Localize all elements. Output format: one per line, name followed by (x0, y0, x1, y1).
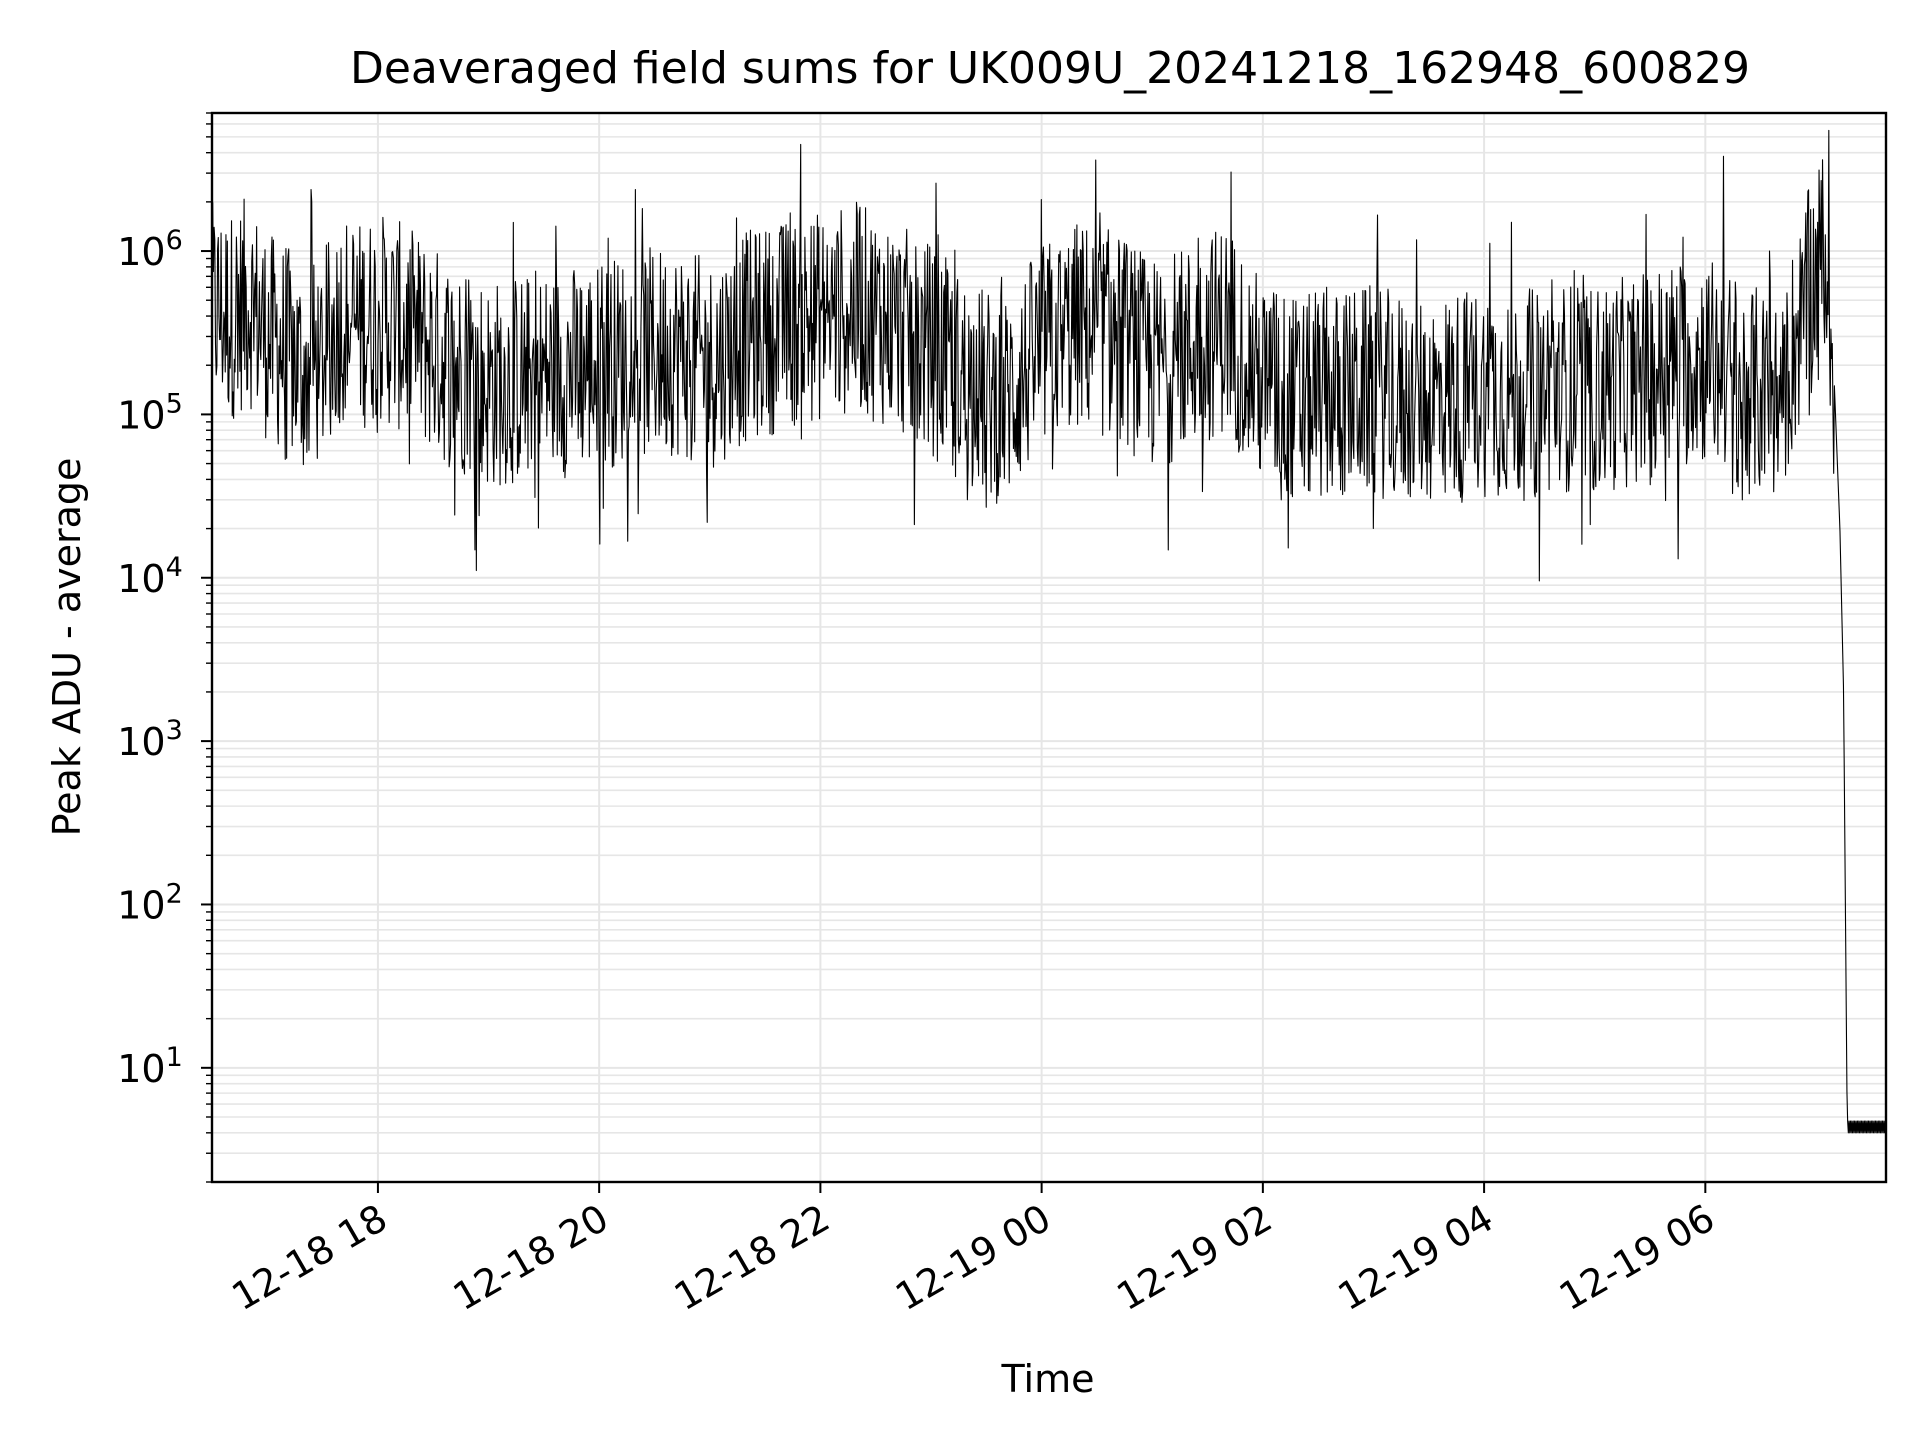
y-axis-label: Peak ADU - average (45, 458, 89, 837)
y-axis: 101 102 103 104 105 106 (117, 112, 212, 1183)
series-line-0 (211, 129, 1887, 1134)
y-tick-label: 103 (117, 715, 183, 764)
y-tick-label: 104 (117, 552, 183, 601)
series-layer (211, 129, 1887, 1134)
plot-frame (210, 111, 1888, 1184)
chart-title: Deaveraged field sums for UK009U_2024121… (350, 43, 1750, 94)
y-tick-label: 106 (117, 225, 183, 274)
y-tick-label: 102 (117, 878, 183, 927)
y-tick-label: 105 (117, 388, 183, 437)
x-axis-label: Time (1001, 1357, 1095, 1401)
y-tick-label: 101 (117, 1042, 183, 1091)
